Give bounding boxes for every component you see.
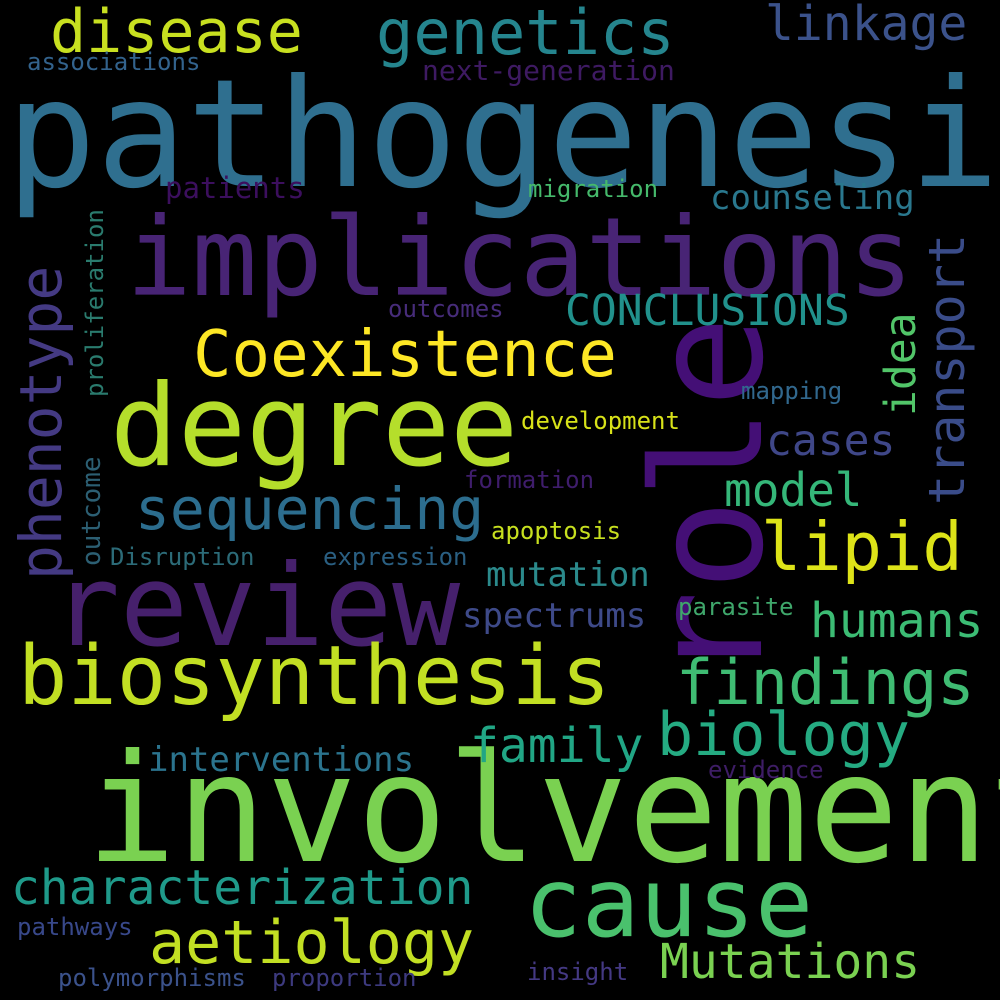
word-degree: degree	[110, 360, 519, 492]
word-proliferation: proliferation	[81, 209, 109, 397]
word-model: model	[724, 463, 863, 517]
word-cases: cases	[766, 416, 896, 466]
word-lipid: lipid	[761, 508, 963, 586]
word-sequencing: sequencing	[135, 475, 485, 543]
word-humans: humans	[810, 593, 984, 649]
word-polymorphisms: polymorphisms	[58, 964, 246, 992]
word-evidence: evidence	[708, 756, 824, 784]
word-genetics: genetics	[376, 0, 675, 69]
word-implications: implications	[126, 194, 914, 321]
word-counseling: counseling	[710, 178, 915, 218]
word-pathogenesis: pathogenesis	[6, 48, 1000, 222]
word-apoptosis: apoptosis	[491, 517, 622, 545]
word-patients: patients	[165, 171, 305, 205]
word-spectrums: spectrums	[462, 596, 647, 636]
word-mapping: mapping	[741, 377, 843, 405]
word-aetiology: aetiology	[149, 908, 475, 978]
word-characterization: characterization	[11, 860, 474, 916]
word-findings: findings	[676, 646, 975, 719]
word-insight: insight	[527, 958, 629, 986]
word-associations: associations	[27, 48, 201, 76]
word-review: review	[52, 540, 461, 672]
word-proportion: proportion	[272, 964, 417, 992]
word-pathways: pathways	[17, 913, 133, 941]
word-formation: formation	[464, 466, 595, 494]
word-conclusions: CONCLUSIONS	[565, 286, 850, 336]
word-interventions: interventions	[148, 740, 415, 780]
word-idea: idea	[876, 312, 926, 416]
word-expression: expression	[323, 543, 468, 571]
word-linkage: linkage	[765, 0, 968, 52]
word-disease: disease	[50, 0, 303, 67]
word-involvement: involvement	[86, 723, 1000, 897]
word-outcome: outcome	[77, 456, 107, 566]
word-disruption: Disruption	[110, 543, 255, 571]
word-biology: biology	[657, 700, 910, 770]
word-mutation: mutation	[486, 555, 650, 595]
word-mutations: Mutations	[660, 934, 921, 990]
word-next-generation: next-generation	[422, 54, 675, 87]
word-transport: transport	[918, 234, 976, 505]
word-biosynthesis: biosynthesis	[18, 629, 611, 724]
word-development: development	[521, 407, 680, 435]
word-phenotype: phenotype	[7, 265, 75, 580]
word-outcomes: outcomes	[388, 295, 504, 323]
word-family: family	[470, 718, 644, 774]
word-cause: cause	[524, 847, 813, 959]
word-migration: migration	[528, 175, 659, 203]
word-parasite: parasite	[678, 593, 794, 621]
word-coexistence: Coexistence	[193, 318, 617, 392]
